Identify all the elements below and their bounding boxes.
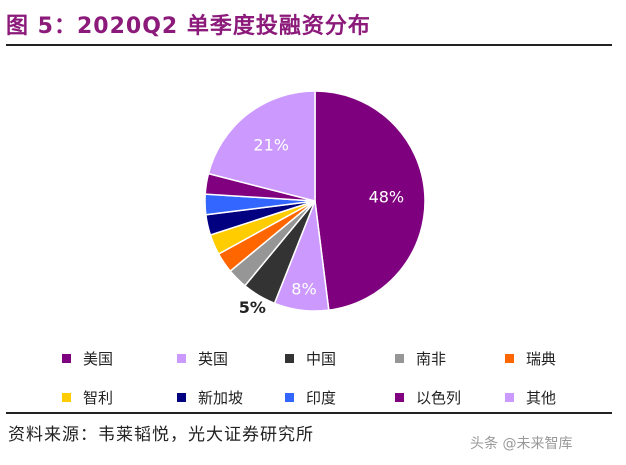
legend-item-2: 中国 [285, 348, 336, 369]
source-note: 资料来源：韦莱韬悦，光大证券研究所 [8, 425, 314, 445]
legend-item-1: 英国 [177, 348, 228, 369]
legend-swatch [177, 393, 186, 402]
legend-label: 新加坡 [198, 389, 244, 407]
bottom-divider [6, 412, 612, 414]
pie-chart: 48% 8% 5% 21% [204, 90, 426, 317]
legend-swatch [177, 354, 186, 363]
legend-label: 印度 [306, 389, 337, 407]
pie-data-label-1: 8% [291, 279, 316, 298]
legend-label: 美国 [83, 350, 114, 368]
pie-data-label-0: 48% [369, 188, 405, 207]
legend-swatch [285, 354, 294, 363]
pie-slice-0 [314, 90, 426, 311]
top-divider [6, 44, 612, 46]
legend-item-0: 美国 [62, 348, 113, 369]
legend-swatch [62, 354, 71, 363]
legend-label: 智利 [83, 389, 114, 407]
legend-swatch [395, 354, 404, 363]
legend-label: 以色列 [416, 389, 462, 407]
legend-item-9: 其他 [505, 387, 556, 408]
legend-item-8: 以色列 [395, 387, 461, 408]
legend-swatch [505, 393, 514, 402]
legend-swatch [505, 354, 514, 363]
legend-label: 中国 [306, 350, 337, 368]
watermark: 头条 @未来智库 [470, 436, 573, 452]
pie-data-label-2: 5% [239, 298, 266, 317]
legend-item-6: 新加坡 [177, 387, 243, 408]
chart-title: 图 5：2020Q2 单季度投融资分布 [6, 14, 371, 39]
legend-item-5: 智利 [62, 387, 113, 408]
legend-label: 英国 [198, 350, 229, 368]
legend-swatch [285, 393, 294, 402]
legend-item-7: 印度 [285, 387, 336, 408]
legend-label: 瑞典 [526, 350, 557, 368]
pie-slice-9 [207, 90, 316, 202]
legend-swatch [62, 393, 71, 402]
legend-swatch [395, 393, 404, 402]
legend-item-3: 南非 [395, 348, 446, 369]
legend-label: 其他 [526, 389, 557, 407]
legend-label: 南非 [416, 350, 447, 368]
legend-item-4: 瑞典 [505, 348, 556, 369]
pie-data-label-9: 21% [253, 136, 289, 155]
